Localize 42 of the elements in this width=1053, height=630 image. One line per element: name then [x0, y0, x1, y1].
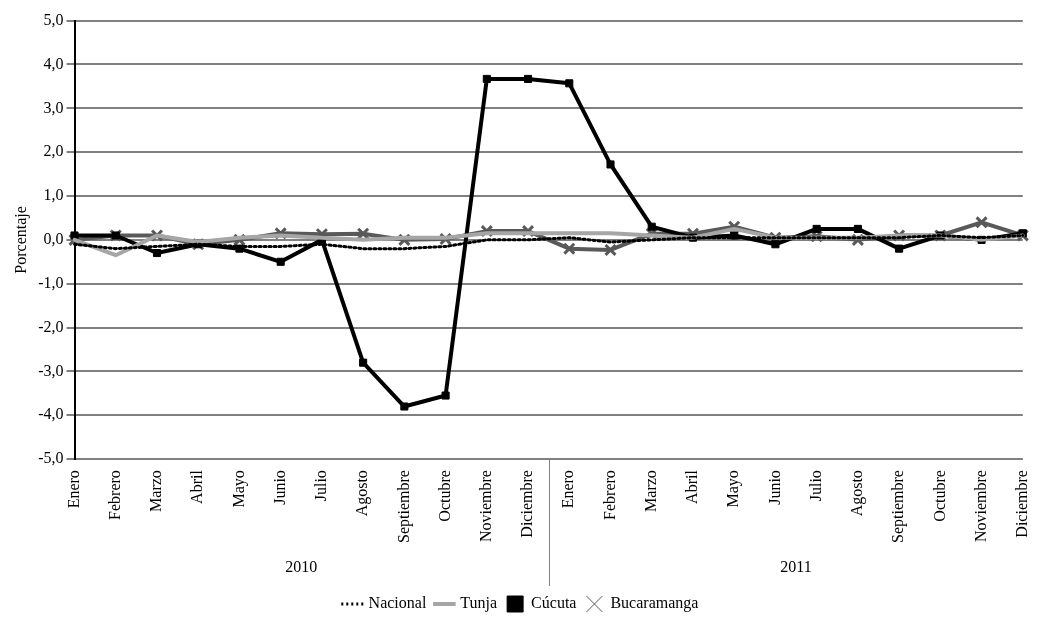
x-tick-label: Agosto [353, 470, 372, 517]
x-tick-label: Agosto [848, 470, 867, 517]
x-tick-label: Febrero [105, 470, 123, 520]
y-tick-label: -5,0 [38, 449, 64, 467]
y-tick-label: 2,0 [43, 142, 64, 160]
y-tick-label: -2,0 [38, 317, 64, 335]
x-tick-label: Mayo [724, 470, 743, 508]
y-tick-label: 1,0 [43, 186, 64, 204]
x-tick-label: Octubre [435, 470, 453, 522]
x-tick-label: Abril [683, 469, 701, 504]
legend-label: Nacional [368, 594, 427, 612]
y-tick-label: 3,0 [43, 98, 64, 116]
x-tick-label: Julio [312, 470, 330, 502]
x-tick-label: Febrero [600, 470, 618, 520]
y-tick-label: 0,0 [43, 230, 64, 248]
x-tick-label: Abril [188, 469, 206, 504]
x-tick-label: Diciembre [518, 470, 536, 538]
x-tick-label: Enero [559, 470, 577, 509]
x-tick-label: Junio [765, 470, 783, 505]
x-tick-label: Octubre [930, 470, 948, 522]
x-tick-label: Diciembre [1013, 470, 1030, 538]
x-tick-label: Noviembre [971, 470, 989, 543]
x-tick-label: Marzo [147, 470, 165, 512]
y-tick-label: 4,0 [43, 54, 64, 72]
x-tick-label: Septiembre [889, 470, 908, 544]
legend-label: Cúcuta [531, 594, 577, 612]
y-axis-title: Porcentaje [11, 206, 30, 274]
x-tick-label: Noviembre [477, 470, 495, 543]
x-tick-label: Mayo [229, 470, 248, 508]
x-tick-label: Enero [64, 470, 82, 509]
legend-label: Tunja [460, 594, 498, 613]
y-tick-label: -3,0 [38, 361, 64, 379]
x-tick-label: Marzo [641, 470, 659, 512]
legend-label: Bucaramanga [610, 594, 699, 613]
text: 2010 [285, 558, 318, 576]
text: 2011 [780, 558, 812, 576]
x-tick-label: Junio [270, 470, 288, 505]
y-tick-label: -1,0 [38, 273, 64, 291]
y-tick-label: 5,0 [43, 10, 64, 28]
y-tick-label: -4,0 [38, 405, 64, 423]
x-tick-label: Julio [806, 470, 824, 502]
x-tick-label: Septiembre [394, 470, 413, 544]
